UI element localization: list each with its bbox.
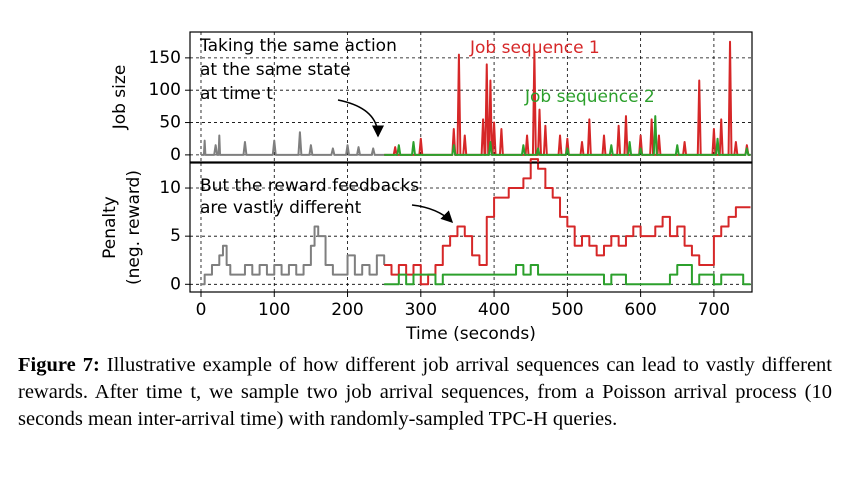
annotation-arrow [411,204,454,224]
caption-label: Figure 7: [18,354,100,376]
annotation: at time t [200,84,273,104]
annotation: at the same state [200,60,351,80]
x-tick-label: 300 [405,300,437,320]
caption: Figure 7: Illustrative example of how di… [18,352,832,433]
y-tick-label: 0 [170,274,181,294]
annotation: Taking the same action [199,36,397,56]
x-tick-label: 700 [698,300,730,320]
annotation: are vastly different [200,198,362,218]
y-tick-label: 10 [159,178,181,198]
series-label: Job sequence 1 [469,38,600,58]
series-label: Job sequence 2 [524,87,655,107]
y-tick-label: 100 [149,80,181,100]
annotation: But the reward feedbacks [200,176,419,196]
annotation-arrow [337,99,384,138]
series-line [200,225,386,286]
series-line [200,131,385,156]
series-line [384,158,751,286]
plot-frame [189,31,753,163]
x-tick-label: 100 [258,300,290,320]
y-axis-label: (neg. reward) [124,170,144,285]
y-tick-label: 5 [170,226,181,246]
x-tick-label: 600 [624,300,656,320]
y-axis-label: Penalty [100,196,120,259]
x-axis-label: Time (seconds) [405,324,536,344]
y-tick-label: 0 [170,145,181,165]
series-line [384,264,751,286]
caption-text: Illustrative example of how different jo… [18,354,832,430]
y-axis-label: Job size [110,65,130,131]
x-tick-label: 200 [331,300,363,320]
x-tick-label: 500 [551,300,583,320]
plot-frame [189,162,753,293]
series-line [384,115,751,156]
x-tick-label: 0 [196,300,207,320]
x-tick-label: 400 [478,300,510,320]
y-tick-label: 50 [159,113,181,133]
y-tick-label: 150 [149,48,181,68]
